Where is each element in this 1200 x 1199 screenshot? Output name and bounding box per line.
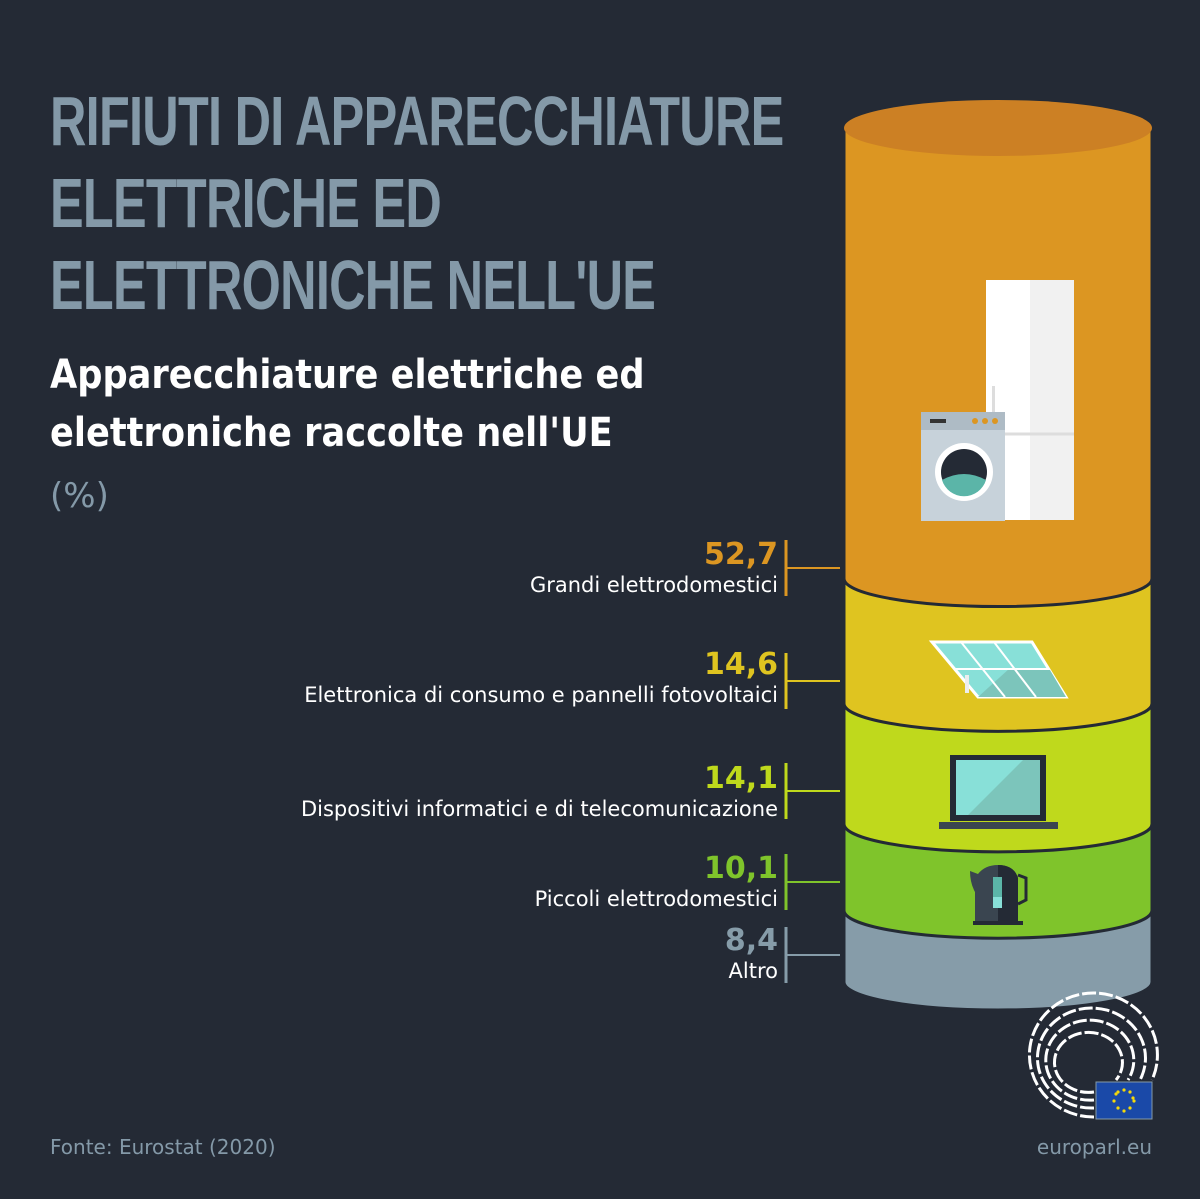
value-label: 10,1 — [703, 851, 778, 886]
category-label: Altro — [728, 959, 778, 983]
chart-title: Apparecchiature elettriche ed elettronic… — [50, 352, 645, 456]
unit-label: (%) — [50, 476, 109, 516]
laptop-icon — [939, 755, 1058, 829]
kettle-icon — [970, 865, 1028, 925]
value-label: 14,1 — [703, 761, 778, 796]
source-text: Fonte: Eurostat (2020) — [50, 1135, 276, 1159]
category-label: Grandi elettrodomestici — [529, 573, 778, 597]
value-label: 8,4 — [724, 923, 778, 958]
fridge-washing-machine-icon — [921, 280, 1074, 521]
cylinder-top — [844, 100, 1152, 156]
label-3: 10,1 Piccoli elettrodomestici — [535, 852, 778, 912]
category-label: Elettronica di consumo e pannelli fotovo… — [304, 683, 778, 707]
label-4: 8,4 Altro — [725, 924, 778, 984]
title-line: ELETTRICHE ED — [50, 164, 442, 242]
site-link[interactable]: europarl.eu — [1036, 1135, 1152, 1159]
label-1: 14,6 Elettronica di consumo e pannelli fo… — [304, 648, 778, 708]
value-label: 14,6 — [703, 647, 778, 682]
solar-panel-icon — [928, 640, 1069, 699]
category-label: Piccoli elettrodomestici — [534, 887, 778, 911]
title-line: ELETTRONICHE NELL'UE — [50, 246, 656, 324]
category-label: Dispositivi informatici e di telecomunic… — [300, 797, 778, 821]
label-2: 14,1 Dispositivi informatici e di telecom… — [301, 762, 778, 822]
value-label: 52,7 — [703, 537, 778, 572]
label-0: 52,7 Grandi elettrodomestici — [530, 538, 778, 598]
